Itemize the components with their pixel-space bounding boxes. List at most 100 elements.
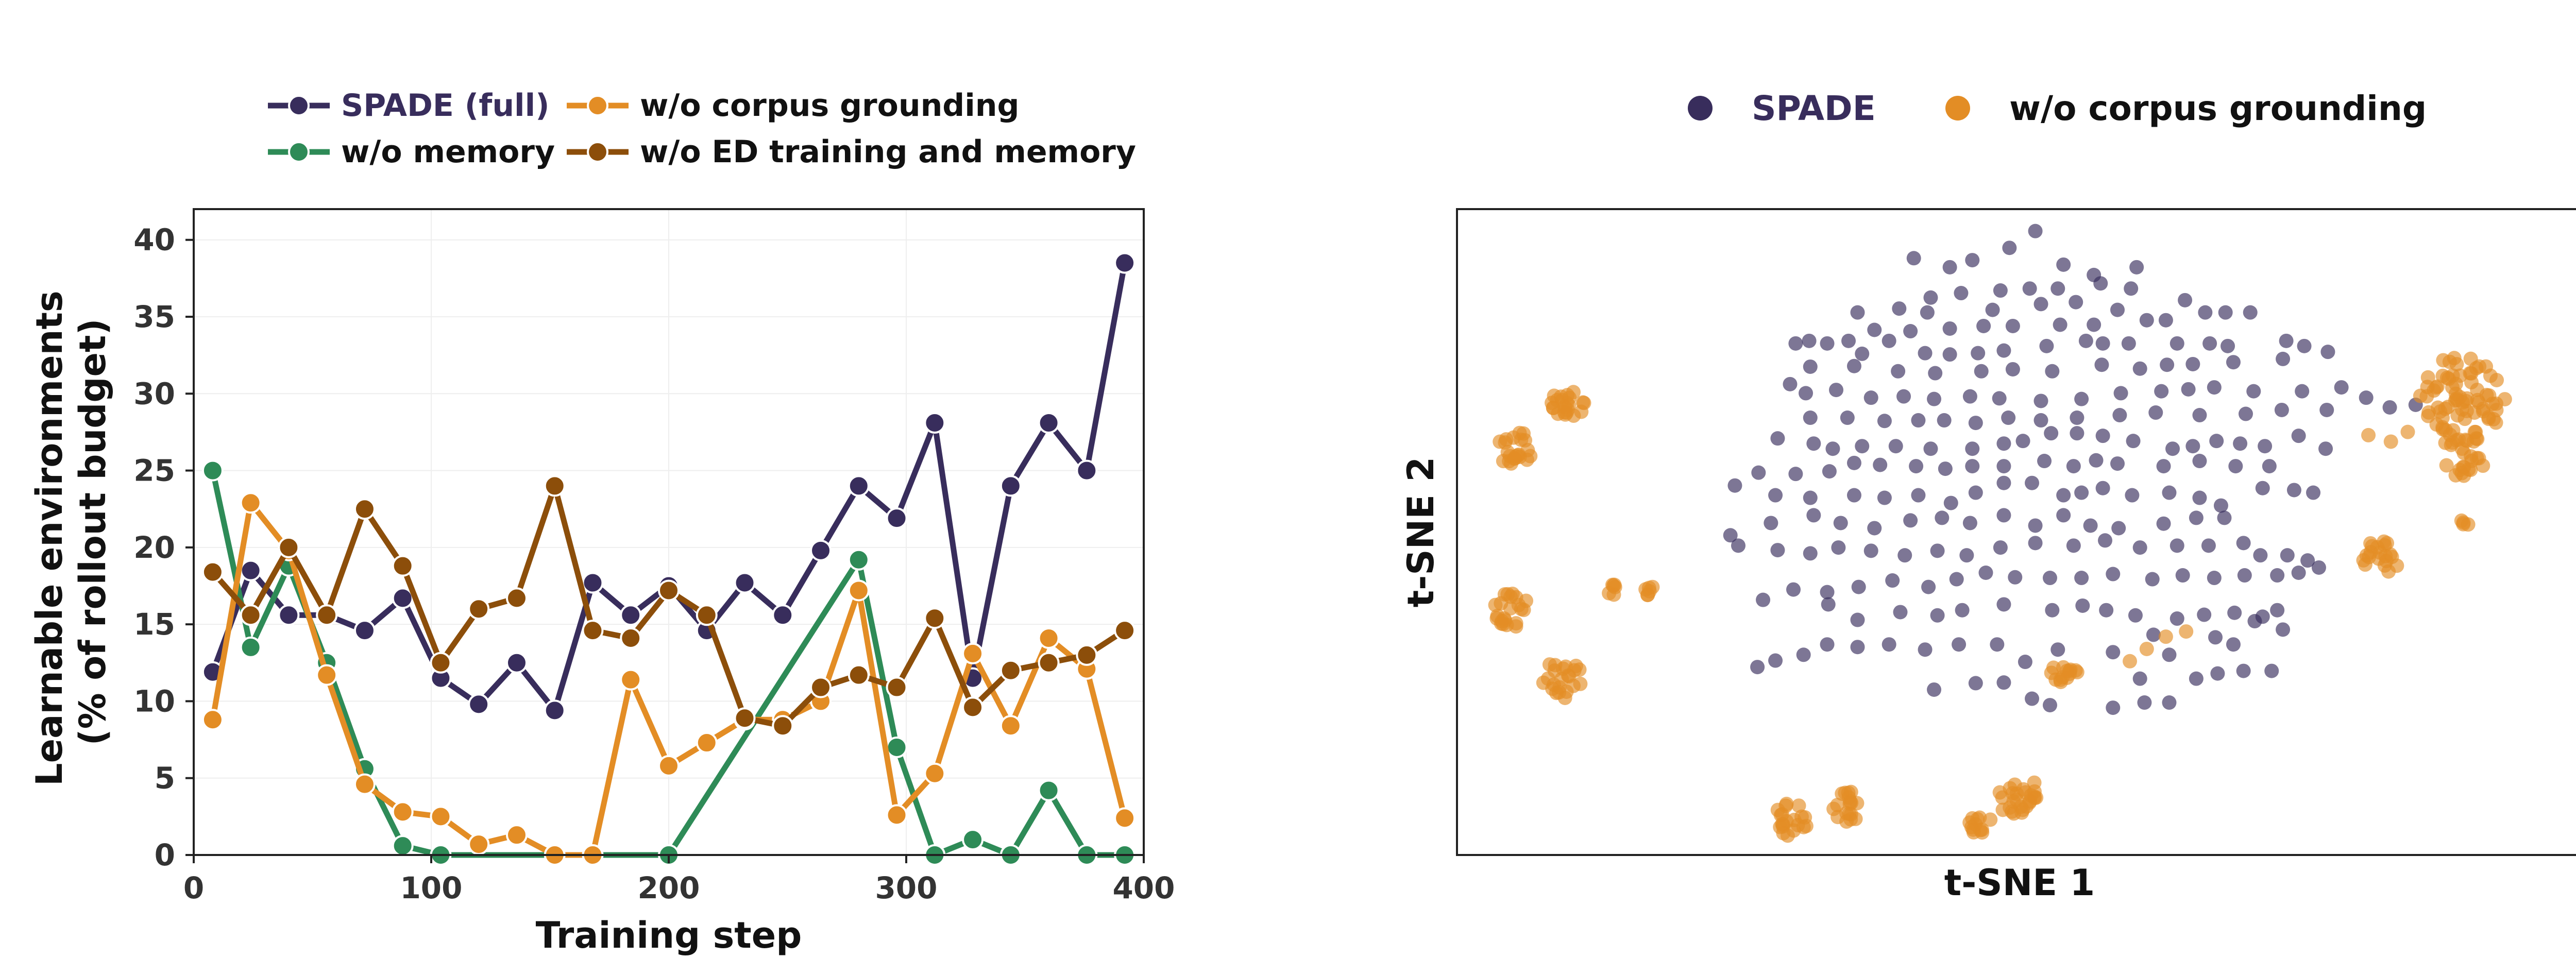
scatter-point	[2236, 663, 2251, 678]
scatter-point	[2300, 553, 2315, 568]
scatter-point	[1829, 383, 1844, 398]
data-point-w-o-memory	[201, 459, 224, 482]
scatter-point	[1850, 305, 1865, 320]
scatter-point	[2056, 257, 2071, 272]
scatter-point	[2400, 424, 2415, 439]
scatter-point	[1918, 346, 1933, 361]
scatter-point	[2185, 439, 2200, 454]
scatter-point	[2306, 485, 2321, 500]
scatter-point	[2125, 488, 2140, 503]
scatter-y-axis-label: t-SNE 2	[1400, 457, 1442, 607]
data-point-w-o-ed-training-and-memory	[696, 604, 718, 626]
scatter-point	[1846, 358, 1861, 373]
scatter-point	[2427, 383, 2442, 398]
scatter-point	[1888, 439, 1903, 454]
scatter-x-axis-label: t-SNE 1	[1944, 862, 2095, 904]
scatter-point	[1791, 798, 1806, 813]
data-point-w-o-ed-training-and-memory	[999, 659, 1022, 681]
scatter-point	[2033, 297, 2048, 312]
scatter-point	[2382, 400, 2397, 415]
scatter-point	[2124, 281, 2139, 296]
scatter-point	[2236, 536, 2251, 551]
x-tick-label: 400	[1112, 870, 1175, 905]
y-tick-label: 10	[133, 683, 175, 718]
scatter-point	[2201, 538, 2216, 553]
scatter-point	[1976, 318, 1991, 333]
scatter-cluster	[1536, 657, 1588, 705]
scatter-point	[1796, 647, 1811, 662]
scatter-point	[1788, 467, 1803, 482]
scatter-point	[2433, 404, 2448, 419]
scatter-point	[2202, 336, 2217, 351]
scatter-point	[2279, 333, 2294, 348]
scatter-point	[2481, 412, 2496, 426]
scatter-point	[1867, 322, 1882, 337]
scatter-point	[2094, 357, 2109, 372]
scatter-point	[2237, 568, 2252, 583]
scatter-point	[2087, 267, 2102, 282]
scatter-point	[2162, 485, 2177, 500]
data-point-w-o-ed-training-and-memory	[962, 696, 984, 718]
scatter-point	[1877, 490, 1892, 505]
y-tick-label: 20	[133, 530, 175, 565]
data-point-w-o-memory	[392, 835, 414, 857]
scatter-point	[2137, 695, 2152, 710]
scatter-point	[1727, 478, 1742, 493]
scatter-point	[1821, 597, 1836, 612]
line-chart-x-axis-label: Training step	[536, 914, 802, 956]
scatter-cluster	[2044, 660, 2084, 689]
scatter-point	[1558, 659, 1573, 674]
scatter-point	[2110, 456, 2125, 471]
scatter-point	[2050, 281, 2065, 296]
scatter-point	[2358, 557, 2372, 572]
scatter-point	[1846, 488, 1861, 503]
scatter-point	[2078, 333, 2093, 348]
data-point-w-o-ed-training-and-memory	[1114, 620, 1136, 642]
data-point-spade-full	[1114, 252, 1136, 274]
y-tick-label: 35	[133, 299, 175, 334]
data-point-w-o-corpus-grounding	[430, 806, 452, 828]
scatter-point	[1962, 389, 1977, 404]
data-point-w-o-memory	[886, 737, 908, 758]
scatter-point	[2069, 295, 2083, 310]
scatter-point	[1806, 436, 1821, 451]
data-point-w-o-corpus-grounding	[696, 732, 718, 754]
scatter-series-w-o-corpus-grounding	[1488, 351, 2512, 843]
scatter-point	[1514, 602, 1529, 617]
scatter-point	[1855, 439, 1870, 454]
scatter-point	[1842, 807, 1857, 822]
scatter-point	[2042, 571, 2057, 586]
y-tick-label: 5	[155, 761, 175, 796]
scatter-point	[1930, 608, 1945, 623]
scatter-point	[2154, 384, 2169, 399]
scatter-point	[2056, 508, 2071, 523]
scatter-point	[2158, 313, 2173, 328]
scatter-point	[1640, 587, 1655, 602]
scatter-point	[2025, 475, 2040, 490]
data-point-w-o-ed-training-and-memory	[772, 715, 794, 737]
scatter-point	[1503, 601, 1518, 616]
data-point-spade-full	[392, 587, 414, 609]
scatter-point	[2023, 794, 2038, 809]
scatter-point	[1552, 685, 1567, 700]
scatter-point	[2146, 627, 2161, 642]
scatter-point	[1978, 566, 1993, 580]
scatter-point	[2028, 224, 2043, 238]
scatter-point	[1606, 587, 1621, 602]
scatter-point	[2197, 607, 2212, 622]
scatter-point	[2095, 336, 2110, 351]
scatter-legend: SPADE w/o corpus grounding	[1688, 89, 2427, 128]
scatter-point	[1983, 812, 1998, 827]
legend-marker-swatch	[288, 95, 310, 116]
scatter-point	[2258, 439, 2273, 454]
scatter-point	[1788, 336, 1803, 351]
scatter-point	[2132, 671, 2147, 686]
scatter-point	[2274, 402, 2289, 417]
scatter-point	[2246, 384, 2261, 399]
scatter-point	[2489, 396, 2504, 411]
scatter-point	[2070, 426, 2084, 441]
scatter-point	[1923, 441, 1938, 456]
legend-label: w/o memory	[341, 134, 555, 170]
